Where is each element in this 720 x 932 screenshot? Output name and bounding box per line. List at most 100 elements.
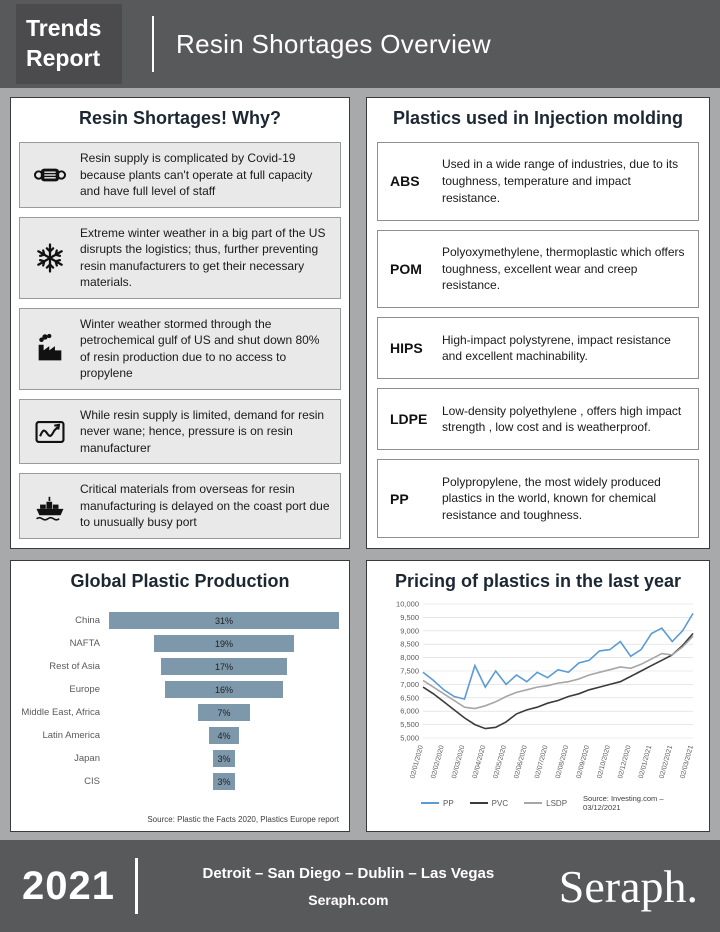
production-source: Source: Plastic the Facts 2020, Plastics… (147, 815, 339, 824)
plastic-description: Low-density polyethylene , offers high i… (442, 403, 682, 435)
funnel-value: 7% (217, 707, 231, 718)
series-line-PP (422, 612, 694, 701)
reason-item: Winter weather stormed through the petro… (19, 307, 341, 390)
pricing-panel: Pricing of plastics in the last year 5,0… (366, 560, 710, 832)
funnel-row: Japan 3% (11, 750, 349, 767)
reason-item: While resin supply is limited, demand fo… (19, 398, 341, 465)
y-tick-label: 10,000 (396, 600, 419, 609)
x-tick-label: 02/08/2020 (555, 745, 571, 780)
funnel-value: 3% (217, 776, 231, 787)
reasons-panel: Resin Shortages! Why? Resin supply is co… (10, 97, 350, 549)
plastic-abbr: ABS (390, 173, 420, 190)
legend-label: PVC (491, 798, 509, 808)
brand-line1: Trends (26, 15, 102, 42)
plastic-row: POM Polyoxymethylene, thermoplastic whic… (377, 229, 699, 309)
legend-swatch (469, 802, 488, 804)
legend-swatch (421, 802, 439, 804)
legend-label: PP (443, 798, 454, 808)
x-tick-label: 02/05/2020 (492, 745, 508, 780)
pricing-source: Source: Investing.com – 03/12/2021 (583, 794, 664, 812)
funnel-bar: 4% (209, 727, 239, 744)
footer-divider (134, 858, 138, 914)
funnel-bar: 16% (164, 681, 284, 698)
funnel-bar: 31% (109, 612, 339, 629)
footer-locations: Detroit – San Diego – Dublin – Las Vegas (202, 864, 495, 882)
legend-item: PP (421, 799, 454, 808)
x-tick-label: 02/02/2020 (430, 745, 446, 780)
funnel-bar: 3% (212, 773, 236, 790)
funnel-label: Rest of Asia (49, 661, 100, 672)
funnel-label: China (75, 615, 100, 626)
pricing-legend: PP PVC LSDP (421, 799, 583, 808)
series-line-LSDP (422, 635, 694, 710)
funnel-label: Latin America (42, 730, 100, 741)
plastics-panel: Plastics used in Injection molding ABS U… (366, 97, 710, 549)
funnel-label: CIS (84, 776, 100, 787)
x-tick-label: 02/07/2020 (534, 745, 550, 780)
x-tick-label: 02/02/2021 (659, 745, 675, 780)
legend-item: PVC (469, 798, 509, 808)
x-tick-label: 02/12/2020 (617, 745, 633, 780)
pricing-title: Pricing of plastics in the last year (394, 571, 682, 591)
reason-text: Extreme winter weather in a big part of … (80, 225, 326, 290)
reason-item: Critical materials from overseas for res… (19, 473, 341, 539)
snowflake-icon (20, 241, 80, 275)
mask-icon (20, 158, 80, 192)
funnel-row: CIS 3% (11, 773, 349, 790)
plastics-title: Plastics used in Injection molding (392, 108, 684, 128)
funnel-row: NAFTA 19% (11, 635, 349, 652)
reason-item: Extreme winter weather in a big part of … (19, 216, 341, 299)
seraph-logo: Seraph. (558, 860, 698, 912)
funnel-row: Latin America 4% (11, 727, 349, 744)
funnel-value: 19% (214, 638, 233, 649)
plastic-row: LDPE Low-density polyethylene , offers h… (377, 388, 699, 451)
plastic-description: Polypropylene, the most widely produced … (442, 474, 661, 522)
factory-icon (20, 332, 80, 366)
legend-item: LSDP (524, 799, 567, 808)
y-tick-label: 5,500 (400, 720, 419, 729)
plastic-row: PP Polypropylene, the most widely produc… (377, 459, 699, 539)
y-tick-label: 6,500 (400, 693, 419, 702)
funnel-value: 16% (214, 684, 233, 695)
brand-line2: Report (26, 45, 101, 71)
x-tick-label: 02/04/2020 (472, 745, 488, 780)
funnel-value: 3% (217, 753, 231, 764)
plastic-row: ABS Used in a wide range of industries, … (377, 142, 699, 221)
plastic-abbr: LDPE (390, 411, 428, 428)
y-tick-label: 9,000 (400, 626, 419, 635)
funnel-row: Rest of Asia 17% (11, 658, 349, 675)
funnel-bar: 19% (153, 635, 295, 652)
page-title: Resin Shortages Overview (176, 28, 491, 59)
funnel-row: Middle East, Africa 7% (11, 704, 349, 721)
footer-center: Detroit – San Diego – Dublin – Las Vegas… (138, 865, 559, 908)
x-tick-label: 02/01/2020 (409, 745, 425, 780)
production-title: Global Plastic Production (70, 571, 290, 591)
plastic-abbr: HIPS (390, 340, 423, 357)
pricing-chart-svg: 5,000 5,500 6,000 6,500 7,000 7,500 8,000 8,500… (396, 600, 695, 780)
y-tick-label: 8,500 (400, 640, 419, 649)
reason-item: Resin supply is complicated by Covid-19 … (19, 142, 341, 208)
funnel-label: Europe (69, 684, 100, 695)
header-divider (152, 16, 154, 72)
demand-chart-icon (20, 415, 80, 449)
funnel-label: Middle East, Africa (21, 707, 100, 718)
plastic-description: Used in a wide range of industries, due … (442, 157, 679, 205)
plastic-abbr: POM (390, 260, 422, 277)
legend-label: LSDP (546, 798, 568, 808)
plastic-description: High-impact polystyrene, impact resistan… (442, 332, 671, 364)
y-tick-label: 9,500 (400, 613, 419, 622)
y-tick-label: 7,000 (400, 680, 419, 689)
funnel-chart: China 31% NAFTA 19% Rest of Asia 17% Europe 16%… (11, 612, 349, 790)
funnel-row: Europe 16% (11, 681, 349, 698)
plastic-description: Polyoxymethylene, thermoplastic which of… (442, 245, 685, 293)
reason-text: Critical materials from overseas for res… (80, 482, 330, 530)
reason-text: Resin supply is complicated by Covid-19 … (80, 150, 313, 199)
x-tick-label: 02/03/2020 (451, 745, 467, 780)
y-tick-label: 8,000 (400, 653, 419, 662)
funnel-value: 17% (214, 661, 233, 672)
funnel-label: NAFTA (69, 638, 100, 649)
y-tick-label: 6,000 (400, 707, 419, 716)
funnel-bar: 7% (198, 704, 250, 721)
funnel-value: 31% (214, 615, 233, 626)
funnel-value: 4% (217, 730, 231, 741)
